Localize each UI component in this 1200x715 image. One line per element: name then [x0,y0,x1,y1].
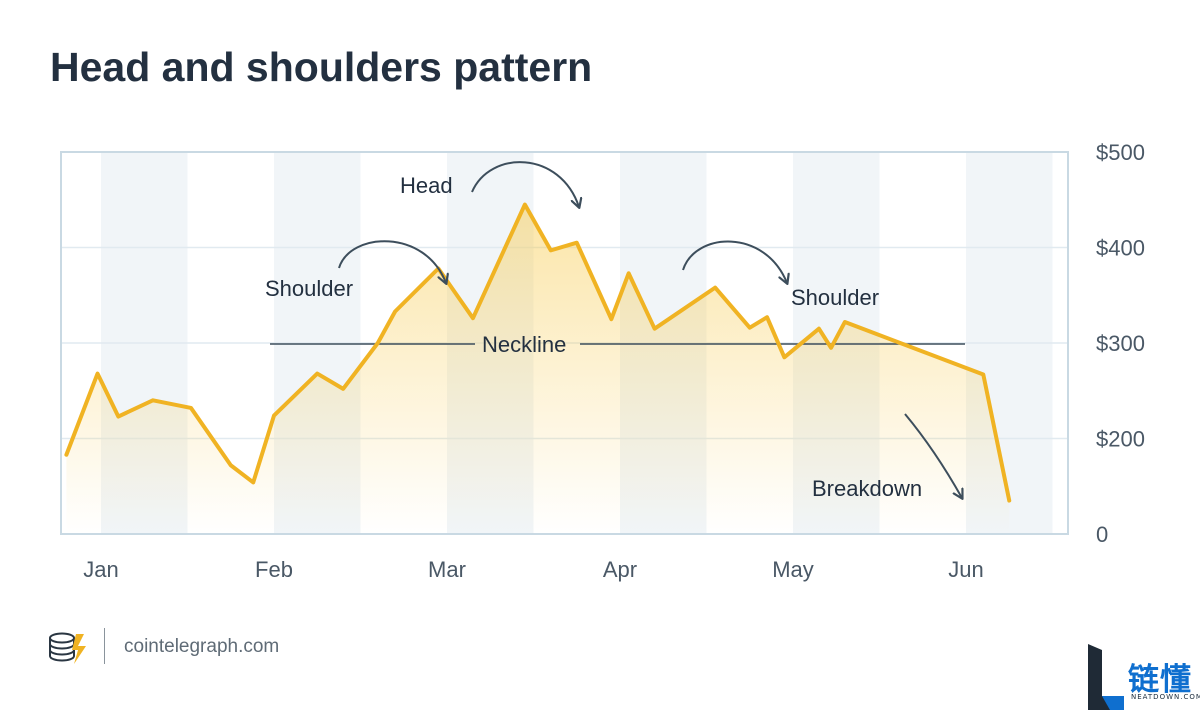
head-annotation: Head [400,161,579,207]
right-shoulder-label: Shoulder [791,285,879,310]
price-area-fill [66,204,1010,534]
head-arrow [471,161,579,207]
breakdown-arrow [904,413,962,498]
left-shoulder-arrow [338,240,446,283]
head-label: Head [400,173,453,198]
y-tick-label: 0 [1096,522,1108,547]
page-title: Head and shoulders pattern [50,44,593,90]
watermark-chinese: 链懂 [1128,662,1192,698]
x-tick-label: Apr [603,557,637,582]
y-axis-ticks: 0 $200 $300 $400 $500 [1096,140,1145,547]
y-tick-label: $300 [1096,331,1145,356]
y-tick-label: $500 [1096,140,1145,165]
right-shoulder-arrow [682,240,787,283]
neckline-annotation: Neckline [270,332,965,357]
left-shoulder-annotation: Shoulder [265,240,446,301]
price-line [64,202,1012,503]
watermark-english: NEATDOWN.COM [1131,693,1200,701]
cointelegraph-logo-icon [48,630,90,671]
x-tick-label: Feb [255,557,293,582]
x-tick-label: Mar [428,557,466,582]
y-tick-label: $200 [1096,427,1145,452]
source-link[interactable]: cointelegraph.com [124,636,280,657]
neckline-label: Neckline [482,332,566,357]
x-tick-label: Jan [83,557,118,582]
x-tick-label: Jun [948,557,983,582]
y-tick-label: $400 [1096,236,1145,261]
neatdown-logo-icon [1086,644,1126,715]
x-tick-label: May [772,557,814,582]
breakdown-label: Breakdown [812,476,922,501]
breakdown-annotation: Breakdown [812,413,962,501]
footer-divider [104,628,105,664]
left-shoulder-label: Shoulder [265,276,353,301]
x-axis-ticks: Jan Feb Mar Apr May Jun [83,557,983,582]
right-shoulder-annotation: Shoulder [682,240,879,310]
